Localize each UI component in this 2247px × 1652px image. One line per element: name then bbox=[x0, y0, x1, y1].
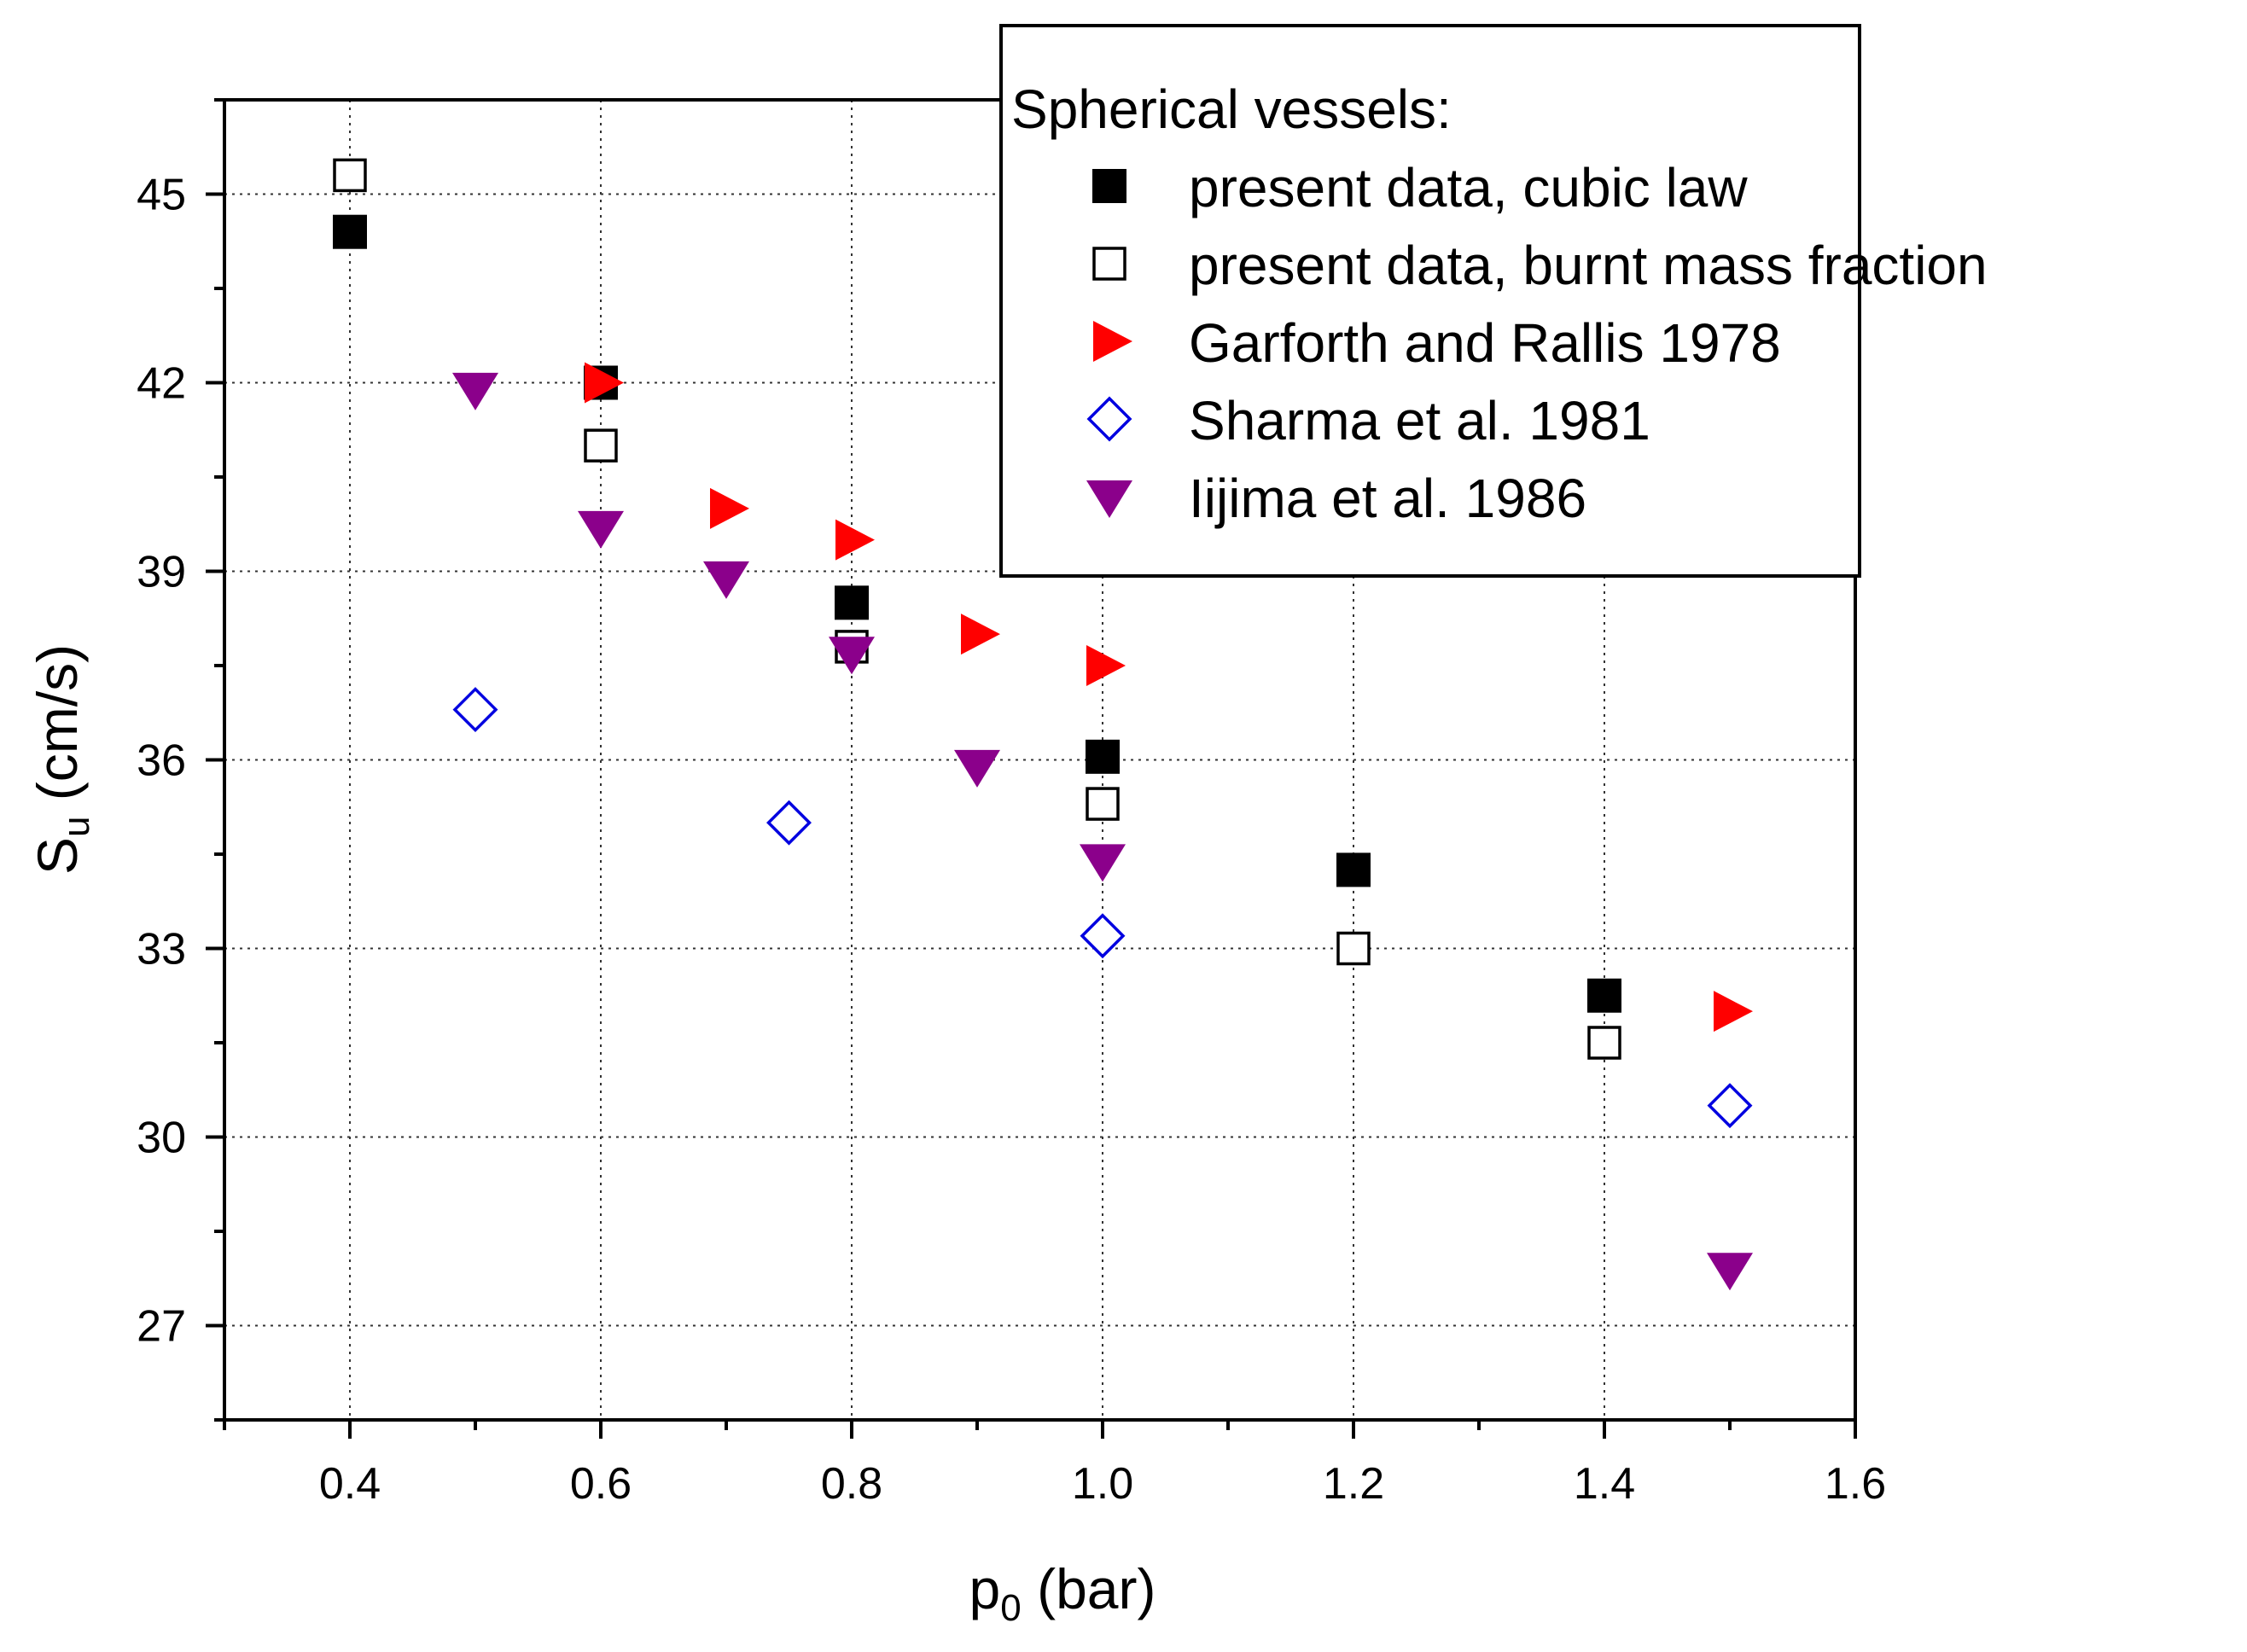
data-point bbox=[835, 585, 869, 620]
series-3 bbox=[452, 687, 1753, 1129]
axis-tick-labels: 0.4 0.6 0.8 1.0 1.2 1.4 1.6 27 30 33 36 39 42 45 bbox=[137, 171, 1886, 1509]
data-point bbox=[452, 687, 498, 733]
data-point bbox=[835, 519, 875, 561]
legend: Spherical vessels: present data, cubic l… bbox=[999, 24, 1988, 578]
y-tick-label: 30 bbox=[137, 1114, 186, 1163]
data-point bbox=[1707, 1083, 1753, 1129]
data-point bbox=[585, 362, 624, 404]
data-point bbox=[333, 158, 367, 193]
legend-marker bbox=[1086, 480, 1132, 518]
legend-box bbox=[999, 24, 1861, 578]
data-point bbox=[1080, 913, 1126, 959]
data-point bbox=[1587, 1026, 1621, 1060]
x-tick-label: 1.6 bbox=[1825, 1459, 1886, 1509]
legend-label: present data, burnt mass fraction bbox=[1189, 235, 1988, 296]
x-tick-label: 1.2 bbox=[1323, 1459, 1384, 1509]
legend-marker bbox=[1086, 396, 1132, 442]
data-point bbox=[1086, 739, 1120, 774]
data-point bbox=[584, 428, 618, 462]
data-point bbox=[829, 637, 875, 675]
legend-title: Spherical vessels: bbox=[1011, 79, 1452, 140]
data-point bbox=[578, 510, 624, 549]
x-tick-label: 0.8 bbox=[821, 1459, 882, 1509]
legend-marker bbox=[1092, 169, 1126, 203]
data-point bbox=[1336, 852, 1371, 887]
data-point bbox=[766, 800, 812, 846]
y-tick-label: 39 bbox=[137, 548, 186, 597]
legend-marker bbox=[1092, 247, 1126, 281]
y-tick-label: 33 bbox=[137, 925, 186, 974]
data-point bbox=[710, 487, 749, 529]
x-tick-label: 0.6 bbox=[570, 1459, 632, 1509]
data-point bbox=[961, 614, 1000, 655]
y-axis-title: Su (cm/s) bbox=[26, 644, 97, 875]
data-point bbox=[954, 749, 1000, 788]
x-tick-label: 0.4 bbox=[319, 1459, 381, 1509]
data-point bbox=[333, 214, 367, 249]
data-point bbox=[1587, 978, 1621, 1013]
series-2 bbox=[585, 362, 1753, 1032]
legend-entries: present data, cubic law present data, bur… bbox=[1086, 157, 1988, 529]
legend-label: Sharma et al. 1981 bbox=[1189, 390, 1650, 451]
y-tick-label: 45 bbox=[137, 171, 186, 220]
legend-label: Iijima et al. 1986 bbox=[1189, 468, 1586, 529]
data-markers bbox=[333, 158, 1753, 1291]
data-point bbox=[1336, 931, 1371, 966]
axis-ticks bbox=[206, 98, 1857, 1439]
data-point bbox=[1080, 844, 1126, 882]
x-axis-title: p0 (bar) bbox=[969, 1557, 1156, 1629]
data-point bbox=[452, 372, 498, 410]
x-tick-label: 1.4 bbox=[1574, 1459, 1635, 1509]
legend-label: Garforth and Rallis 1978 bbox=[1189, 312, 1781, 374]
series-1 bbox=[333, 158, 1621, 1060]
legend-label: present data, cubic law bbox=[1189, 157, 1748, 218]
data-point bbox=[1086, 787, 1120, 821]
data-point bbox=[703, 561, 749, 599]
series-4 bbox=[452, 372, 1753, 1291]
data-point bbox=[1707, 1253, 1753, 1291]
data-point bbox=[1714, 991, 1753, 1032]
y-tick-label: 42 bbox=[137, 359, 186, 409]
legend-marker bbox=[1093, 321, 1132, 362]
data-point bbox=[1086, 645, 1126, 686]
y-tick-label: 36 bbox=[137, 736, 186, 786]
x-tick-label: 1.0 bbox=[1072, 1459, 1133, 1509]
y-tick-label: 27 bbox=[137, 1302, 186, 1352]
